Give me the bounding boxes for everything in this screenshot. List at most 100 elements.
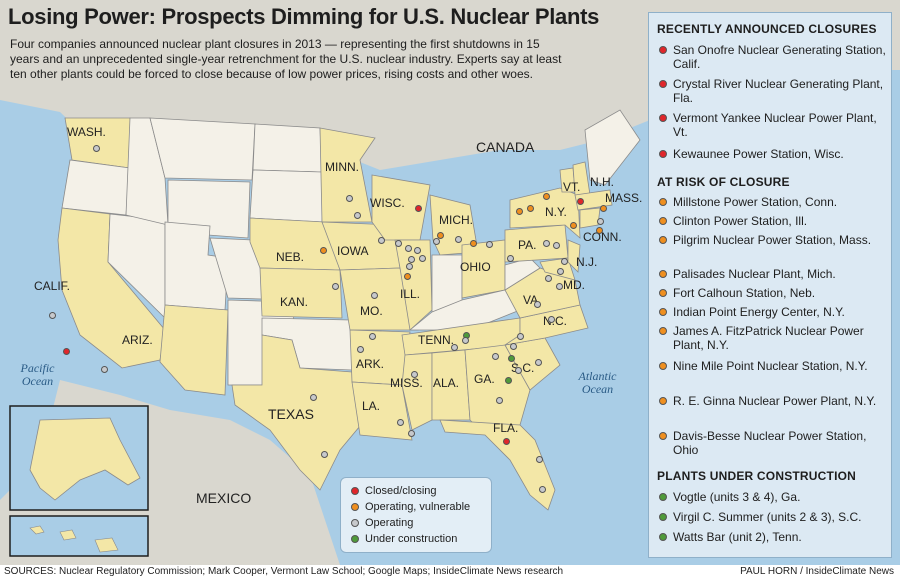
marker-operating[interactable] bbox=[557, 268, 564, 275]
risk-item: Nine Mile Point Nuclear Station, N.Y. bbox=[657, 359, 887, 373]
marker-operating[interactable] bbox=[536, 456, 543, 463]
state-arizona bbox=[159, 304, 229, 396]
marker-operating[interactable] bbox=[539, 486, 546, 493]
marker-operating[interactable] bbox=[492, 353, 499, 360]
risk-label: Clinton Power Station, Ill. bbox=[673, 214, 808, 228]
green-dot-icon bbox=[351, 535, 359, 543]
marker-operating[interactable] bbox=[397, 419, 404, 426]
marker-vulnerable[interactable] bbox=[437, 232, 444, 239]
marker-operating[interactable] bbox=[517, 333, 524, 340]
marker-operating[interactable] bbox=[486, 241, 493, 248]
marker-operating[interactable] bbox=[507, 255, 514, 262]
label-calif: CALIF. bbox=[34, 279, 71, 293]
red-dot-icon bbox=[659, 114, 667, 122]
marker-operating[interactable] bbox=[543, 240, 550, 247]
closures-heading: RECENTLY ANNOUNCED CLOSURES bbox=[657, 22, 877, 36]
marker-construction[interactable] bbox=[508, 355, 515, 362]
red-dot-icon bbox=[659, 80, 667, 88]
state-alabama bbox=[431, 349, 471, 421]
legend-construction: Under construction bbox=[351, 533, 457, 545]
gray-dot-icon bbox=[351, 519, 359, 527]
marker-operating[interactable] bbox=[462, 337, 469, 344]
marker-operating[interactable] bbox=[357, 346, 364, 353]
closure-item: Crystal River Nuclear Generating Plant, … bbox=[657, 77, 887, 105]
marker-operating[interactable] bbox=[405, 245, 412, 252]
label-md: MD. bbox=[563, 278, 585, 292]
marker-operating[interactable] bbox=[49, 312, 56, 319]
legend-construction-label: Under construction bbox=[365, 533, 458, 545]
marker-operating[interactable] bbox=[310, 394, 317, 401]
marker-operating[interactable] bbox=[371, 292, 378, 299]
risk-label: R. E. Ginna Nuclear Power Plant, N.Y. bbox=[673, 394, 877, 408]
construction-item: Vogtle (units 3 & 4), Ga. bbox=[657, 490, 887, 504]
risk-label: Indian Point Energy Center, N.Y. bbox=[673, 305, 845, 319]
label-kan: KAN. bbox=[280, 295, 309, 309]
marker-vulnerable[interactable] bbox=[320, 247, 327, 254]
marker-operating[interactable] bbox=[378, 237, 385, 244]
marker-vulnerable[interactable] bbox=[543, 193, 550, 200]
marker-operating[interactable] bbox=[101, 366, 108, 373]
marker-operating[interactable] bbox=[406, 263, 413, 270]
state-minnesota bbox=[319, 127, 376, 223]
marker-vulnerable[interactable] bbox=[596, 227, 603, 234]
marker-vulnerable[interactable] bbox=[404, 273, 411, 280]
risk-item: Millstone Power Station, Conn. bbox=[657, 195, 887, 209]
construction-item: Virgil C. Summer (units 2 & 3), S.C. bbox=[657, 510, 887, 524]
marker-operating[interactable] bbox=[93, 145, 100, 152]
marker-operating[interactable] bbox=[369, 333, 376, 340]
marker-operating[interactable] bbox=[411, 371, 418, 378]
marker-construction[interactable] bbox=[505, 377, 512, 384]
marker-operating[interactable] bbox=[451, 344, 458, 351]
label-mass: MASS. bbox=[605, 191, 643, 205]
marker-closed[interactable] bbox=[503, 438, 510, 445]
credit-text: PAUL HORN / InsideClimate News bbox=[740, 566, 894, 577]
marker-operating[interactable] bbox=[561, 258, 568, 265]
red-dot-icon bbox=[659, 150, 667, 158]
marker-operating[interactable] bbox=[548, 316, 555, 323]
marker-vulnerable[interactable] bbox=[570, 222, 577, 229]
marker-operating[interactable] bbox=[553, 242, 560, 249]
marker-operating[interactable] bbox=[395, 240, 402, 247]
marker-vulnerable[interactable] bbox=[600, 205, 607, 212]
marker-vulnerable[interactable] bbox=[470, 240, 477, 247]
marker-operating[interactable] bbox=[496, 397, 503, 404]
marker-operating[interactable] bbox=[332, 283, 339, 290]
footer: SOURCES: Nuclear Regulatory Commission; … bbox=[0, 565, 900, 581]
marker-operating[interactable] bbox=[597, 218, 604, 225]
marker-operating[interactable] bbox=[414, 247, 421, 254]
closure-label: Crystal River Nuclear Generating Plant, … bbox=[673, 77, 884, 105]
marker-operating[interactable] bbox=[354, 212, 361, 219]
closure-item: Kewaunee Power Station, Wisc. bbox=[657, 147, 887, 161]
legend-operating: Operating bbox=[351, 517, 413, 529]
label-iowa: IOWA bbox=[337, 244, 369, 258]
marker-operating[interactable] bbox=[510, 343, 517, 350]
marker-operating[interactable] bbox=[419, 255, 426, 262]
green-dot-icon bbox=[659, 513, 667, 521]
marker-closed[interactable] bbox=[577, 198, 584, 205]
orange-dot-icon bbox=[659, 270, 667, 278]
label-mexico: MEXICO bbox=[196, 490, 252, 506]
state-texas bbox=[231, 334, 366, 491]
marker-vulnerable[interactable] bbox=[516, 208, 523, 215]
closure-item: Vermont Yankee Nuclear Power Plant, Vt. bbox=[657, 111, 887, 139]
marker-vulnerable[interactable] bbox=[527, 205, 534, 212]
marker-operating[interactable] bbox=[321, 451, 328, 458]
marker-operating[interactable] bbox=[556, 283, 563, 290]
marker-operating[interactable] bbox=[408, 430, 415, 437]
marker-operating[interactable] bbox=[455, 236, 462, 243]
label-conn: CONN. bbox=[583, 230, 622, 244]
label-texas: TEXAS bbox=[268, 406, 314, 422]
marker-operating[interactable] bbox=[515, 367, 522, 374]
orange-dot-icon bbox=[659, 308, 667, 316]
marker-operating[interactable] bbox=[346, 195, 353, 202]
marker-operating[interactable] bbox=[408, 256, 415, 263]
sources-text: SOURCES: Nuclear Regulatory Commission; … bbox=[4, 566, 564, 577]
orange-dot-icon bbox=[659, 289, 667, 297]
marker-closed[interactable] bbox=[63, 348, 70, 355]
marker-operating[interactable] bbox=[433, 238, 440, 245]
marker-operating[interactable] bbox=[534, 301, 541, 308]
marker-operating[interactable] bbox=[545, 275, 552, 282]
marker-closed[interactable] bbox=[415, 205, 422, 212]
marker-operating[interactable] bbox=[535, 359, 542, 366]
